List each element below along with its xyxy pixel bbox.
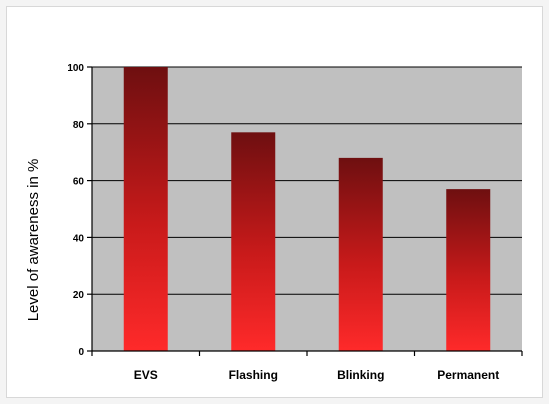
y-tick-label-40: 40 <box>73 233 85 244</box>
x-tick-label-flashing: Flashing <box>229 368 278 382</box>
y-tick-label-20: 20 <box>73 290 85 301</box>
x-tick-label-permanent: Permanent <box>437 368 499 382</box>
y-tick-label-0: 0 <box>78 347 84 358</box>
x-tick-labels: EVS Flashing Blinking Permanent <box>134 368 500 382</box>
bar-permanent <box>446 189 491 351</box>
bar-blinking <box>338 157 383 351</box>
y-tick-labels: 0 20 40 60 80 100 <box>67 63 84 358</box>
axes <box>87 66 523 356</box>
y-axis-title: Level of awareness in % <box>25 159 42 322</box>
bar-evs <box>123 67 168 351</box>
x-tick-label-blinking: Blinking <box>337 368 384 382</box>
y-tick-label-80: 80 <box>73 120 85 131</box>
x-tick-label-evs: EVS <box>134 368 158 382</box>
bars <box>123 67 491 351</box>
y-tick-label-60: 60 <box>73 177 85 188</box>
y-tick-label-100: 100 <box>67 63 84 74</box>
bar-flashing <box>231 132 276 351</box>
